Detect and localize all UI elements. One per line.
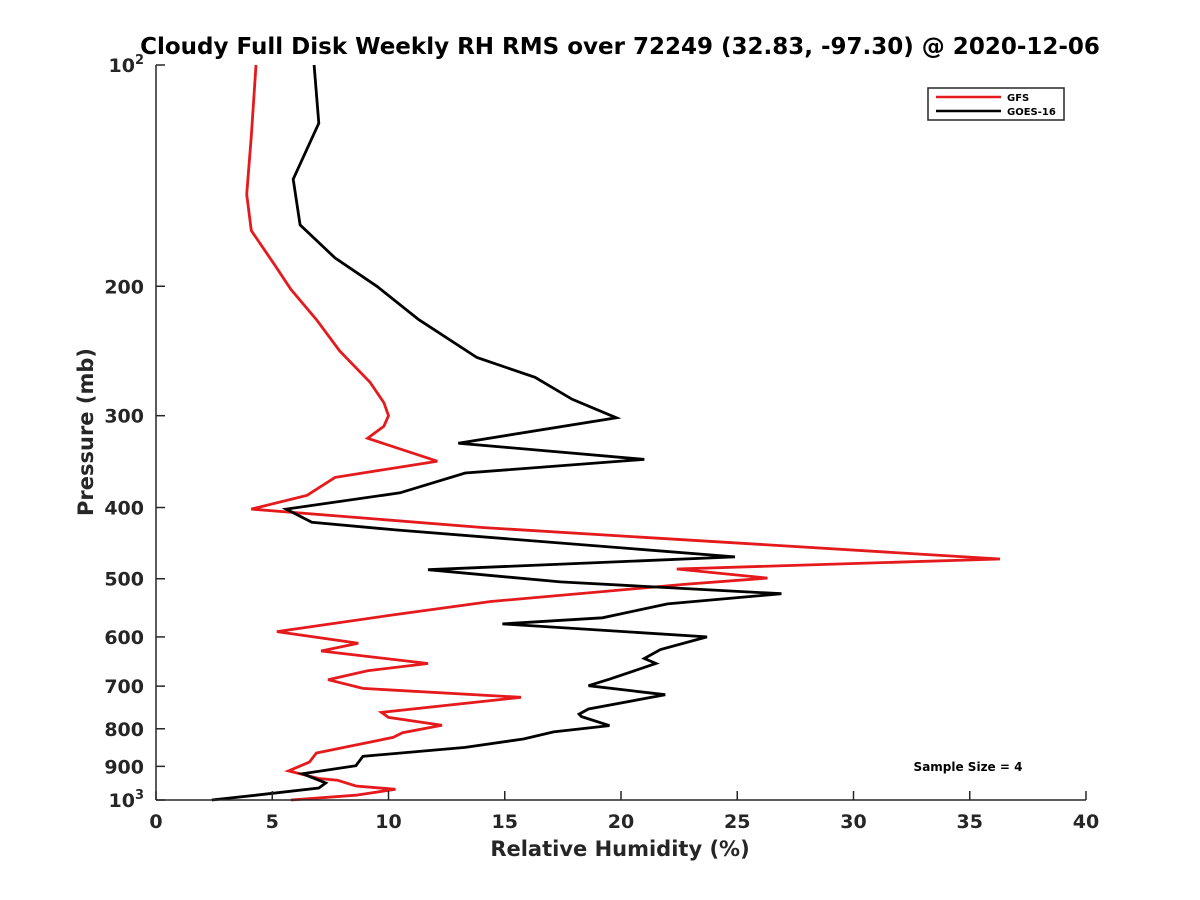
x-tick-label: 0 <box>149 811 162 833</box>
y-tick-label: 400 <box>104 498 144 520</box>
x-tick-label: 20 <box>608 811 634 833</box>
x-tick-label: 40 <box>1073 811 1099 833</box>
x-tick-label: 25 <box>724 811 750 833</box>
legend-label-gfs: GFS <box>1007 93 1029 104</box>
x-tick-label: 10 <box>375 811 401 833</box>
series-line-goes16 <box>211 64 782 802</box>
y-tick-label: 900 <box>104 756 144 778</box>
chart-title: Cloudy Full Disk Weekly RH RMS over 7224… <box>140 34 1100 60</box>
x-tick-label: 35 <box>957 811 983 833</box>
y-ticks-group: 102 200 300 400 500 600 700 800 900 103 <box>104 53 165 812</box>
y-axis-label: Pressure (mb) <box>74 348 98 516</box>
x-ticks-group: 0 5 10 15 20 25 30 35 40 <box>149 791 1099 833</box>
y-tick-label: 700 <box>104 676 144 698</box>
x-tick-label: 15 <box>492 811 518 833</box>
x-tick-label: 5 <box>266 811 279 833</box>
y-tick-label: 103 <box>109 788 145 812</box>
y-tick-label: 500 <box>104 569 144 591</box>
y-tick-label: 600 <box>104 627 144 649</box>
plot-series-group <box>211 64 1001 802</box>
legend-box <box>927 87 1065 121</box>
x-axis-label: Relative Humidity (%) <box>490 837 749 861</box>
legend: GFS GOES-16 <box>927 87 1065 121</box>
series-line-gfs <box>245 64 1001 802</box>
legend-label-goes16: GOES-16 <box>1007 107 1056 118</box>
y-tick-label: 200 <box>104 276 144 298</box>
y-tick-label: 102 <box>109 53 145 77</box>
y-tick-label: 800 <box>104 719 144 741</box>
y-tick-label: 300 <box>104 406 144 428</box>
x-tick-label: 30 <box>840 811 866 833</box>
sample-size-annotation: Sample Size = 4 <box>914 760 1023 774</box>
